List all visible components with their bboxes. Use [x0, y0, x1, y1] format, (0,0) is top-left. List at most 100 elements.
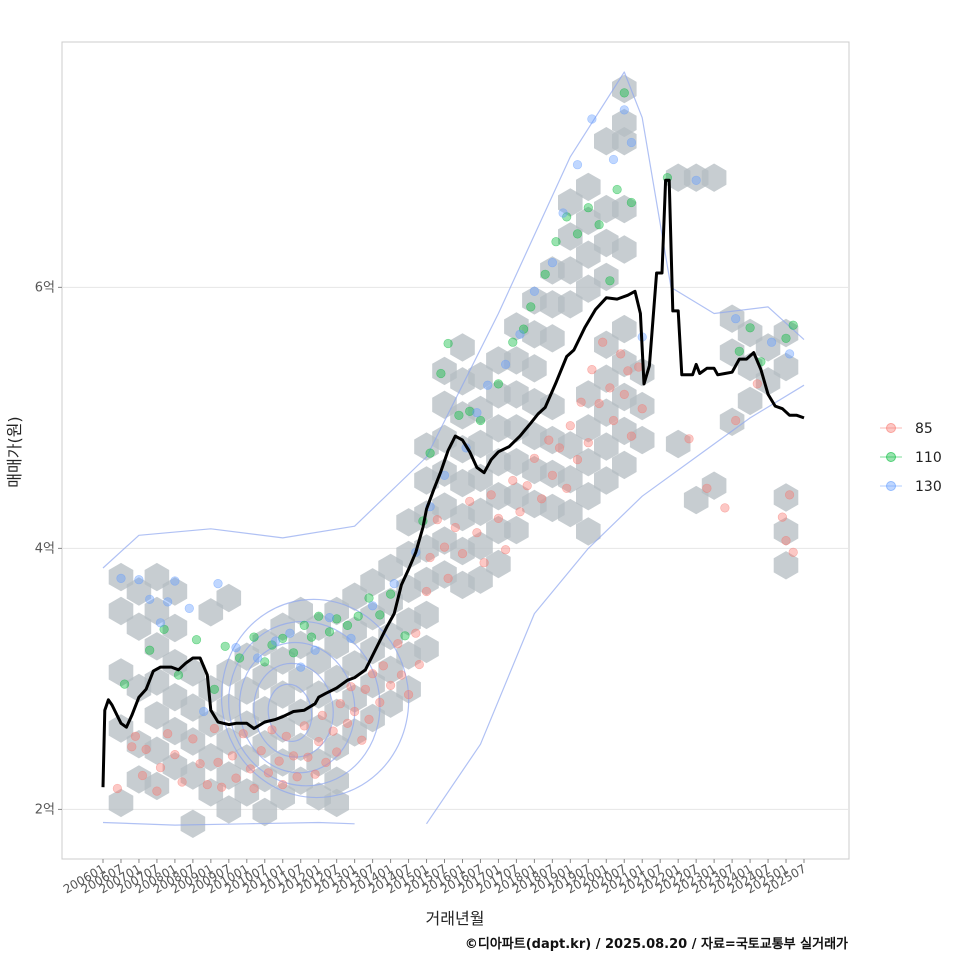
data-point-85	[310, 769, 320, 779]
hexbin	[773, 551, 799, 580]
hexbin	[719, 407, 745, 436]
data-point-110	[734, 346, 744, 356]
data-point-85	[342, 718, 353, 728]
hexbin	[612, 194, 637, 224]
data-point-85	[209, 723, 219, 734]
hexbin	[288, 596, 313, 626]
data-point-110	[306, 632, 317, 642]
hexbin	[576, 517, 601, 546]
data-point-85	[623, 366, 633, 376]
data-point-130	[184, 603, 194, 614]
data-point-110	[288, 648, 299, 658]
data-point-110	[324, 627, 335, 637]
data-point-130	[501, 359, 511, 370]
data-point-85	[141, 744, 151, 755]
density-contours	[102, 71, 805, 826]
x-axis-ticks: 2006012006072007012007072008012008072009…	[61, 859, 809, 897]
hexbin	[180, 693, 206, 722]
data-point-130	[163, 597, 173, 607]
legend-key-110	[886, 452, 896, 462]
hexbin	[558, 222, 583, 251]
data-point-130	[296, 662, 306, 672]
data-point-85	[486, 490, 496, 500]
data-point-85	[213, 757, 223, 768]
y-tick-label: 6억	[35, 280, 55, 295]
hexbin	[216, 761, 242, 790]
data-point-85	[245, 764, 255, 774]
data-point-85	[188, 734, 198, 744]
data-point-110	[605, 276, 615, 286]
data-point-110	[342, 620, 353, 631]
hexbin	[306, 680, 331, 709]
hexbin	[468, 361, 493, 391]
data-point-85	[332, 747, 342, 757]
hexbin	[252, 696, 278, 725]
density-contour	[253, 662, 334, 758]
hexbin	[612, 108, 637, 138]
data-point-130	[285, 628, 295, 638]
hexbin	[558, 431, 583, 460]
hexbin	[270, 748, 295, 777]
data-point-130	[529, 286, 540, 296]
hexbin	[288, 766, 313, 795]
hexbin	[612, 235, 637, 264]
data-point-85	[317, 710, 327, 721]
data-point-110	[119, 679, 130, 689]
data-point-110	[235, 653, 245, 663]
hexbin	[414, 600, 439, 630]
hexbin	[629, 391, 655, 421]
data-point-85	[702, 483, 712, 493]
hexbin	[594, 466, 619, 495]
data-point-130	[558, 208, 568, 218]
hexbin	[270, 714, 295, 743]
hexbin	[108, 788, 134, 818]
data-point-110	[619, 88, 629, 98]
density-contour	[426, 384, 805, 825]
hexbin	[180, 761, 206, 790]
hexbin	[468, 497, 493, 526]
data-point-130	[134, 575, 144, 585]
data-point-130	[170, 576, 180, 586]
data-point-110	[353, 611, 363, 621]
data-point-110	[386, 589, 396, 599]
data-point-85	[170, 749, 180, 760]
data-point-110	[400, 631, 410, 641]
data-point-85	[515, 507, 525, 517]
data-point-110	[299, 620, 309, 631]
data-point-85	[112, 783, 122, 794]
data-point-110	[465, 406, 475, 416]
hexbin	[468, 429, 493, 459]
data-point-110	[191, 635, 202, 645]
data-point-130	[145, 594, 155, 604]
hexbin	[522, 354, 547, 383]
data-point-110	[562, 212, 572, 222]
hexbin	[594, 364, 619, 393]
data-point-85	[788, 547, 798, 557]
hexbin	[486, 549, 511, 579]
legend-label-85: 85	[915, 421, 933, 437]
data-point-85	[576, 397, 586, 407]
hexbin	[252, 628, 278, 657]
data-point-130	[213, 578, 223, 589]
data-point-85	[274, 756, 284, 766]
legend-key-130	[886, 481, 896, 491]
data-point-85	[457, 548, 468, 559]
data-point-130	[199, 706, 209, 717]
data-point-130	[626, 137, 637, 148]
hexbin	[270, 646, 295, 675]
hexbin	[144, 632, 170, 661]
hexbin	[594, 398, 619, 427]
data-point-85	[378, 661, 389, 671]
data-point-110	[745, 323, 755, 333]
data-point-85	[421, 586, 432, 597]
caption: ©디아파트(dapt.kr) / 2025.08.20 / 자료=국토교통부 실…	[465, 936, 848, 952]
data-point-85	[350, 706, 360, 717]
data-point-85	[472, 528, 482, 538]
data-point-85	[155, 762, 166, 773]
density-contour	[267, 683, 313, 743]
hexbin	[144, 771, 170, 801]
hexbin	[629, 425, 655, 455]
data-point-85	[432, 515, 442, 525]
hexbin	[324, 766, 349, 795]
